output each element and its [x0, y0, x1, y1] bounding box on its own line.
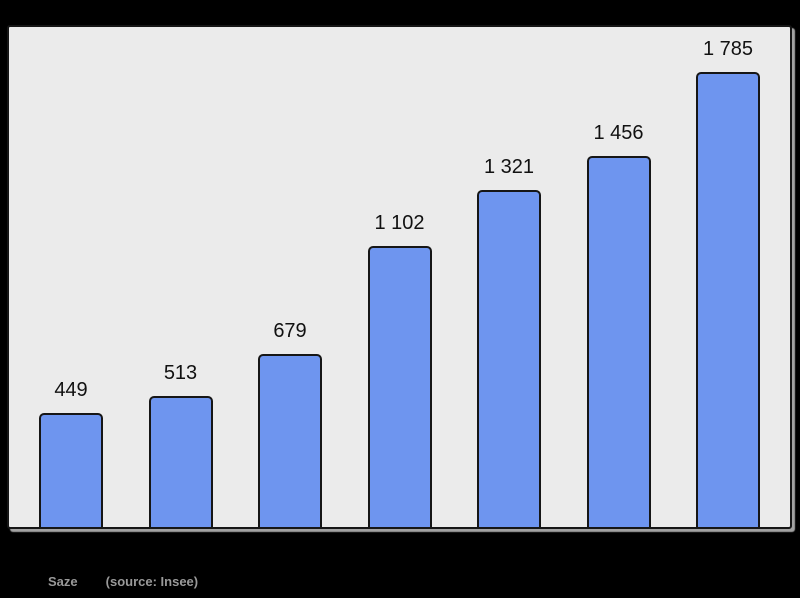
- bar: [696, 72, 760, 527]
- caption-commune-name: Saze: [48, 574, 78, 589]
- bar-value-label: 1 456: [593, 122, 644, 144]
- caption-source: (source: Insee): [105, 574, 199, 589]
- bar-value-label: 1 102: [374, 212, 425, 234]
- chart-caption: Saze (source: Insee): [48, 574, 198, 589]
- bar-value-label: 1 321: [483, 156, 535, 178]
- bar-group: 1 456: [586, 27, 651, 527]
- bar-group: 679: [258, 27, 322, 527]
- bar-group: 1 321: [477, 27, 541, 527]
- bar-group: 513: [148, 27, 213, 527]
- bar-group: 1 102: [367, 27, 432, 527]
- bar: [148, 396, 213, 527]
- bar: [477, 190, 541, 527]
- bar-value-label: 679: [273, 320, 307, 342]
- bar: [586, 156, 651, 527]
- bar: [367, 246, 432, 527]
- bar-value-label: 513: [163, 362, 198, 384]
- bar: [39, 413, 103, 527]
- bar-value-label: 449: [54, 379, 88, 401]
- plot-area: 449 513 679 1 102 1 321 1 456 1 785: [7, 25, 792, 529]
- bar-group: 449: [39, 27, 103, 527]
- bars-container: 449 513 679 1 102 1 321 1 456 1 785: [9, 27, 790, 527]
- bar: [258, 354, 322, 527]
- bar-value-label: 1 785: [702, 38, 754, 60]
- bar-group: 1 785: [696, 27, 760, 527]
